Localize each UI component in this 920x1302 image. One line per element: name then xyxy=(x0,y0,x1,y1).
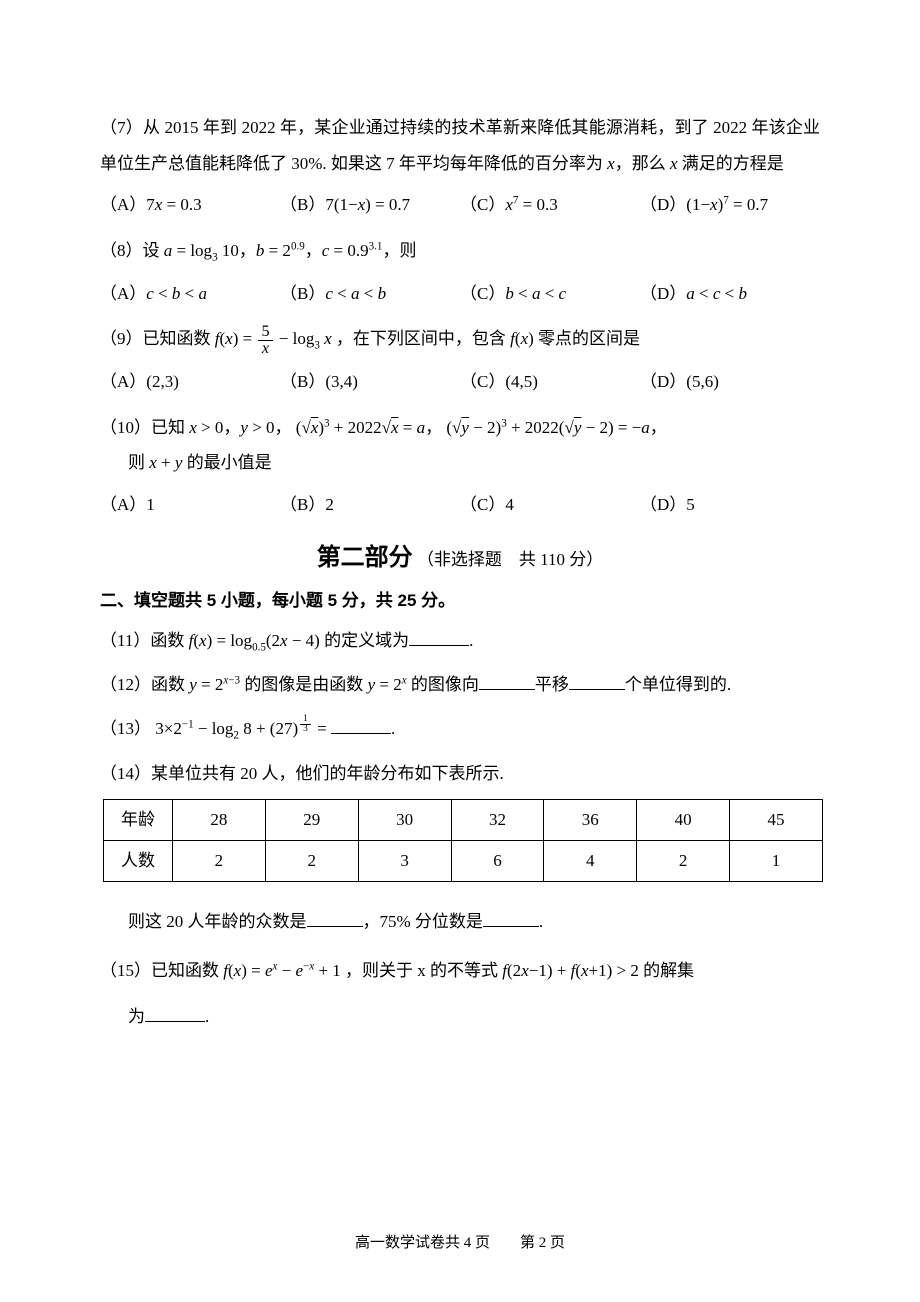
q10-opt-b: （B）2 xyxy=(280,487,460,523)
q7-opt-c: （C）x7 = 0.3 xyxy=(460,187,640,223)
table-row-age: 年龄 28 29 30 32 36 40 45 xyxy=(104,800,823,841)
part2-subtitle: （非选择题 共 110 分） xyxy=(417,550,603,569)
q10-options: （A）1 （B）2 （C）4 （D）5 xyxy=(100,487,820,523)
q14-blank2 xyxy=(483,909,539,927)
q11-suffix: 的定义域为 xyxy=(324,631,409,650)
q7-options: （A）7x = 0.3 （B）7(1−x) = 0.7 （C）x7 = 0.3 … xyxy=(100,187,820,223)
count-cell: 6 xyxy=(451,840,544,881)
q9-mid: ，在下列区间中，包含 xyxy=(336,329,510,348)
page-footer: 高一数学试卷共 4 页 第 2 页 xyxy=(0,1231,920,1252)
question-8: （8）设 a = log3 10，b = 20.9，c = 0.93.1，则 （… xyxy=(100,233,820,311)
q12-mid1: 的图像是由函数 xyxy=(244,675,367,694)
question-12: （12）函数 y = 2x−3 的图像是由函数 y = 2x 的图像向平移个单位… xyxy=(100,667,820,703)
q14-tail2: ，75% 分位数是 xyxy=(363,912,483,931)
q12-suffix: 个单位得到的. xyxy=(625,675,731,694)
q9-options: （A）(2,3) （B）(3,4) （C）(4,5) （D）(5,6) xyxy=(100,364,820,400)
exam-page: （7）从 2015 年到 2022 年，某企业通过持续的技术革新来降低其能源消耗… xyxy=(0,0,920,1302)
q12-mid2: 的图像向 xyxy=(411,675,479,694)
question-15: （15）已知函数 f(x) = ex − e−x + 1 ，则关于 x 的不等式… xyxy=(100,953,820,1034)
q14-tail: 则这 20 人年龄的众数是 ，75% 分位数是. xyxy=(128,904,820,940)
q14-table: 年龄 28 29 30 32 36 40 45 人数 2 2 3 6 4 2 1 xyxy=(103,799,823,881)
q12-prefix: （12）函数 xyxy=(100,675,189,694)
q10-opt-d: （D）5 xyxy=(640,487,820,523)
q11-blank xyxy=(409,628,469,646)
question-11: （11）函数 f(x) = log0.5(2x − 4) 的定义域为. xyxy=(100,623,820,660)
q14-blank1 xyxy=(307,909,363,927)
q14-stem: （14）某单位共有 20 人，他们的年龄分布如下表所示. xyxy=(100,756,820,792)
q15-line1: （15）已知函数 f(x) = ex − e−x + 1 ，则关于 x 的不等式… xyxy=(100,953,820,989)
q8-opt-b: （B）c < a < b xyxy=(280,276,460,312)
q9-suffix: 零点的区间是 xyxy=(538,329,640,348)
q9-opt-b: （B）(3,4) xyxy=(280,364,460,400)
q8-opt-d: （D）a < c < b xyxy=(640,276,820,312)
q14-tail3: . xyxy=(539,912,543,931)
q10-opt-c: （C）4 xyxy=(460,487,640,523)
count-cell: 2 xyxy=(265,840,358,881)
q7-opt-a: （A）7x = 0.3 xyxy=(100,187,280,223)
age-cell: 29 xyxy=(265,800,358,841)
count-cell: 2 xyxy=(173,840,266,881)
q8-options: （A）c < b < a （B）c < a < b （C）b < a < c （… xyxy=(100,276,820,312)
age-cell: 36 xyxy=(544,800,637,841)
row-label-count: 人数 xyxy=(104,840,173,881)
q13-blank xyxy=(331,716,391,734)
part2-heading: 第二部分 （非选择题 共 110 分） xyxy=(100,537,820,572)
q8-opt-a: （A）c < b < a xyxy=(100,276,280,312)
q10-stem: （10）已知 x > 0，y > 0， (√x)3 + 2022√x = a， … xyxy=(100,410,820,446)
q9-stem: （9）已知函数 f(x) = 5x − log3 x ，在下列区间中，包含 f(… xyxy=(100,321,820,358)
q7-opt-b: （B）7(1−x) = 0.7 xyxy=(280,187,460,223)
q15-tail: 的解集 xyxy=(643,961,694,980)
q15-mid: ，则关于 x 的不等式 xyxy=(345,961,502,980)
q7-stem: （7）从 2015 年到 2022 年，某企业通过持续的技术革新来降低其能源消耗… xyxy=(100,110,820,181)
q11-prefix: （11）函数 xyxy=(100,631,189,650)
q15-blank xyxy=(145,1004,205,1022)
q12-blank2 xyxy=(569,672,625,690)
q12-blank1 xyxy=(479,672,535,690)
q9-prefix: （9）已知函数 xyxy=(100,329,215,348)
q9-opt-c: （C）(4,5) xyxy=(460,364,640,400)
age-cell: 40 xyxy=(637,800,730,841)
q8-opt-c: （C）b < a < c xyxy=(460,276,640,312)
age-cell: 30 xyxy=(358,800,451,841)
q15-line2: 为. xyxy=(128,999,820,1035)
age-cell: 28 xyxy=(173,800,266,841)
q13-prefix: （13） xyxy=(100,719,151,738)
q10-opt-a: （A）1 xyxy=(100,487,280,523)
question-7: （7）从 2015 年到 2022 年，某企业通过持续的技术革新来降低其能源消耗… xyxy=(100,110,820,223)
question-9: （9）已知函数 f(x) = 5x − log3 x ，在下列区间中，包含 f(… xyxy=(100,321,820,399)
q10-stem-line2: 则 x + y 的最小值是 xyxy=(128,445,820,481)
q9-opt-d: （D）(5,6) xyxy=(640,364,820,400)
q14-tail1: 则这 20 人年龄的众数是 xyxy=(128,912,307,931)
part2-title: 第二部分 xyxy=(317,544,413,571)
question-13: （13） 3×2−1 − log2 8 + (27)13 = . xyxy=(100,711,820,748)
count-cell: 2 xyxy=(637,840,730,881)
row-label-age: 年龄 xyxy=(104,800,173,841)
question-14: （14）某单位共有 20 人，他们的年龄分布如下表所示. 年龄 28 29 30… xyxy=(100,756,820,940)
q9-opt-a: （A）(2,3) xyxy=(100,364,280,400)
q7-opt-d: （D）(1−x)7 = 0.7 xyxy=(640,187,820,223)
q15-line2-text: 为 xyxy=(128,1007,145,1026)
q15-prefix: （15）已知函数 xyxy=(100,961,223,980)
table-row-count: 人数 2 2 3 6 4 2 1 xyxy=(104,840,823,881)
age-cell: 45 xyxy=(730,800,823,841)
q8-stem: （8）设 a = log3 10，b = 20.9，c = 0.93.1，则 xyxy=(100,233,820,270)
count-cell: 4 xyxy=(544,840,637,881)
section2-heading: 二、填空题共 5 小题，每小题 5 分，共 25 分。 xyxy=(100,586,820,611)
count-cell: 3 xyxy=(358,840,451,881)
count-cell: 1 xyxy=(730,840,823,881)
age-cell: 32 xyxy=(451,800,544,841)
question-10: （10）已知 x > 0，y > 0， (√x)3 + 2022√x = a， … xyxy=(100,410,820,523)
q12-mid3: 平移 xyxy=(535,675,569,694)
